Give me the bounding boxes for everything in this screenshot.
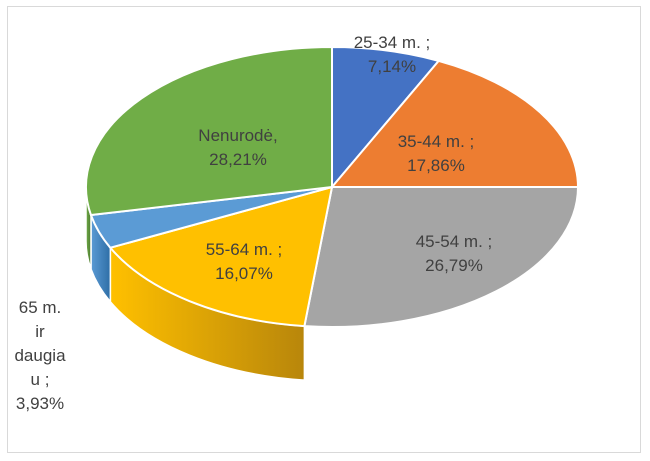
data-labels: 25-34 m. ; 7,14% 35-44 m. ; 17,86% 45-54 m. … — [14, 33, 492, 413]
data-label-line: 55-64 m. ; — [206, 240, 283, 259]
data-label-line: 65 m. — [19, 298, 62, 317]
data-label-line: 28,21% — [209, 150, 267, 169]
pie-slice-2 — [303, 186, 580, 328]
pie-slice-5 — [85, 45, 333, 217]
data-label-line: 16,07% — [215, 264, 273, 283]
data-label-line: Nenurodė, — [198, 126, 277, 145]
data-label-line: 26,79% — [425, 256, 483, 275]
data-label-line: daugia — [14, 346, 66, 365]
data-label-line: 25-34 m. ; — [354, 33, 431, 52]
data-label-line: 17,86% — [407, 156, 465, 175]
data-label-5: Nenurodė, 28,21% — [198, 126, 277, 169]
data-label-4: 65 m. ir daugia u ; 3,93% — [14, 298, 66, 413]
pie-slices — [85, 45, 580, 328]
data-label-line: ir — [35, 322, 45, 341]
data-label-0: 25-34 m. ; 7,14% — [354, 33, 431, 76]
data-label-2: 45-54 m. ; 26,79% — [416, 232, 493, 275]
data-label-1: 35-44 m. ; 17,86% — [398, 132, 475, 175]
data-label-line: 35-44 m. ; — [398, 132, 475, 151]
data-label-line: 7,14% — [368, 57, 416, 76]
pie-slice-0 — [331, 45, 441, 190]
data-label-line: u ; — [31, 370, 50, 389]
data-label-line: 3,93% — [16, 394, 64, 413]
data-label-3: 55-64 m. ; 16,07% — [206, 240, 283, 283]
data-label-line: 45-54 m. ; — [416, 232, 493, 251]
pie-slice-3 — [108, 185, 334, 328]
pie-slice-1 — [329, 59, 580, 188]
